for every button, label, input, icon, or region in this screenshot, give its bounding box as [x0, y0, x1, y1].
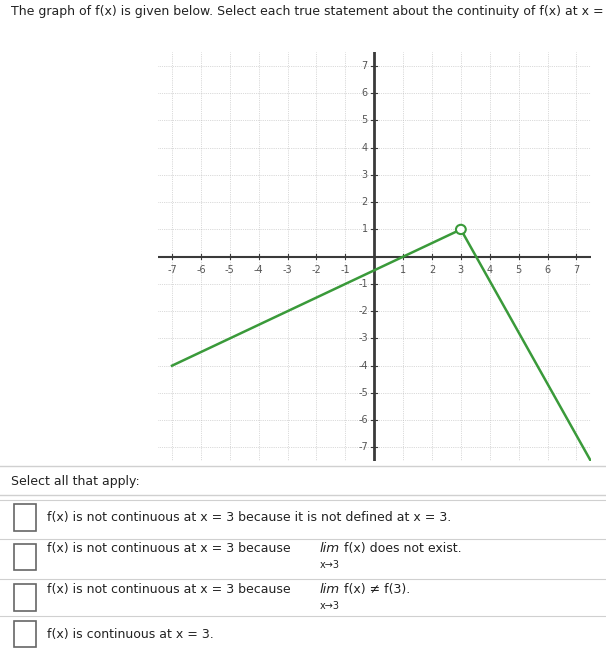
Text: -2: -2 [358, 306, 368, 316]
Text: -5: -5 [358, 388, 368, 398]
Text: 2: 2 [362, 198, 368, 207]
Text: 6: 6 [362, 88, 368, 98]
Text: -1: -1 [358, 279, 368, 289]
Text: 1: 1 [400, 266, 406, 275]
Text: 3: 3 [458, 266, 464, 275]
Text: -7: -7 [167, 266, 177, 275]
Bar [14, 584, 36, 611]
Text: f(x) is not continuous at x = 3 because it is not defined at x = 3.: f(x) is not continuous at x = 3 because … [47, 511, 451, 525]
Text: 6: 6 [544, 266, 551, 275]
Text: lim: lim [319, 542, 339, 555]
Text: -3: -3 [358, 334, 368, 343]
Text: -6: -6 [196, 266, 205, 275]
Text: -4: -4 [254, 266, 264, 275]
Text: -2: -2 [311, 266, 321, 275]
Text: f(x) ≠ f(3).: f(x) ≠ f(3). [340, 583, 410, 596]
Text: 7: 7 [362, 61, 368, 71]
Text: -3: -3 [283, 266, 292, 275]
Text: -1: -1 [341, 266, 350, 275]
Text: 1: 1 [362, 224, 368, 234]
Text: x→3: x→3 [319, 600, 339, 611]
Text: 2: 2 [429, 266, 435, 275]
Circle shape [456, 225, 466, 234]
Text: f(x) is continuous at x = 3.: f(x) is continuous at x = 3. [47, 628, 215, 641]
Text: -6: -6 [358, 415, 368, 425]
Text: 7: 7 [573, 266, 579, 275]
Text: 3: 3 [362, 170, 368, 180]
Text: Select all that apply:: Select all that apply: [11, 475, 139, 488]
Text: 5: 5 [516, 266, 522, 275]
Bar [14, 621, 36, 647]
Text: 5: 5 [362, 116, 368, 126]
Bar [14, 504, 36, 531]
Text: f(x) is not continuous at x = 3 because: f(x) is not continuous at x = 3 because [47, 583, 295, 596]
Text: lim: lim [319, 583, 339, 596]
Text: f(x) is not continuous at x = 3 because: f(x) is not continuous at x = 3 because [47, 542, 295, 555]
Text: -4: -4 [358, 361, 368, 371]
Text: -5: -5 [225, 266, 235, 275]
Text: x→3: x→3 [319, 560, 339, 570]
Text: f(x) does not exist.: f(x) does not exist. [340, 542, 461, 555]
Text: The graph of f(x) is given below. Select each true statement about the continuit: The graph of f(x) is given below. Select… [11, 5, 606, 18]
Text: -7: -7 [358, 443, 368, 453]
Bar [14, 543, 36, 570]
Text: 4: 4 [362, 143, 368, 152]
Text: 4: 4 [487, 266, 493, 275]
